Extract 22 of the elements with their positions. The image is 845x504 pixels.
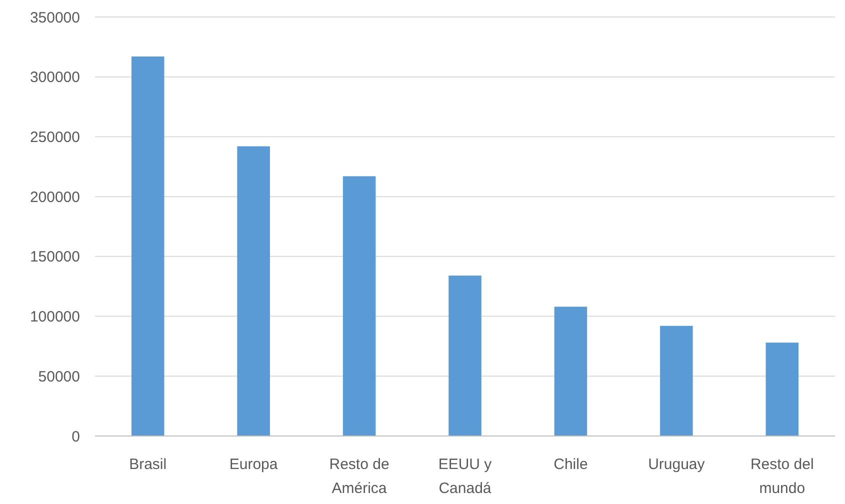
bar	[766, 342, 799, 436]
bar	[237, 146, 270, 436]
y-tick-label: 250000	[30, 128, 80, 146]
bar	[131, 56, 164, 436]
y-tick-label: 200000	[30, 188, 80, 206]
x-tick-label: Brasil	[129, 456, 167, 473]
bar	[554, 306, 588, 436]
x-tick-label: Europa	[229, 456, 278, 473]
x-tick-label: EEUU y Canadá	[438, 456, 492, 497]
y-tick-label: 350000	[30, 9, 80, 26]
x-tick-label: Chile	[554, 456, 588, 473]
y-tick-label: 0	[72, 428, 80, 446]
y-tick-label: 50000	[38, 368, 80, 386]
x-tick-label: Resto del mundo	[750, 456, 814, 497]
bar	[448, 276, 482, 436]
x-tick-label: Uruguay	[648, 456, 706, 473]
bar	[342, 176, 376, 436]
y-tick-label: 100000	[30, 308, 80, 326]
y-tick-label: 300000	[30, 69, 80, 86]
x-tick-label: Resto de América	[329, 456, 390, 497]
bar	[660, 326, 693, 436]
y-tick-label: 150000	[30, 248, 80, 266]
